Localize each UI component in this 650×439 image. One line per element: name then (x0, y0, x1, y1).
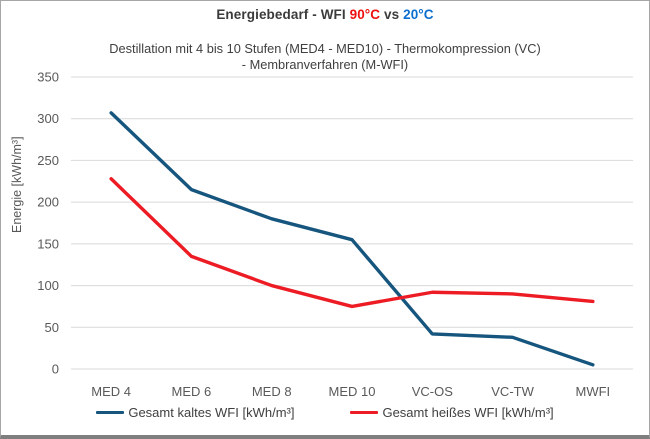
y-tick-label: 50 (45, 320, 59, 335)
x-tick-label: VC-OS (412, 384, 454, 399)
x-tick-label: MWFI (576, 384, 611, 399)
x-tick-label: VC-TW (491, 384, 534, 399)
y-tick-label: 350 (37, 70, 59, 85)
chart-title: Energiebedarf - WFI 90°C vs 20°C (1, 7, 649, 22)
legend-line-swatch-red (350, 410, 379, 415)
y-tick-label: 250 (37, 153, 59, 168)
series-line-kalt[interactable] (109, 111, 595, 367)
y-tick-label: 100 (37, 278, 59, 293)
y-tick-label: 150 (37, 236, 59, 251)
chart-subtitle-line1: Destillation mit 4 bis 10 Stufen (MED4 -… (109, 41, 541, 56)
y-tick-label: 0 (52, 362, 59, 377)
x-tick-label: MED 10 (329, 384, 376, 399)
chart-subtitle-line2: - Membranverfahren (M-WFI) (241, 57, 409, 72)
legend-line-swatch-blue (96, 410, 125, 415)
chart-title-vs: vs (380, 7, 404, 22)
y-tick-label: 200 (37, 195, 59, 210)
legend-label: Gesamt kaltes WFI [kWh/m³] (128, 405, 295, 420)
x-tick-label: MED 8 (252, 384, 292, 399)
chart-title-prefix: Energiebedarf - WFI (216, 7, 350, 22)
x-tick-label: MED 4 (91, 384, 131, 399)
series-line-heiss[interactable] (109, 177, 595, 309)
chart-title-hot-temp: 90°C (349, 7, 381, 22)
chart-title-cold-temp: 20°C (403, 7, 434, 22)
legend-label: Gesamt heißes WFI [kWh/m³] (382, 405, 554, 420)
x-tick-label: MED 6 (172, 384, 212, 399)
chart-legend: Gesamt kaltes WFI [kWh/m³] Gesamt heißes… (1, 405, 649, 420)
y-tick-label: 300 (37, 111, 59, 126)
legend-item-kaltes-wfi[interactable]: Gesamt kaltes WFI [kWh/m³] (96, 405, 294, 420)
chart-subtitle: Destillation mit 4 bis 10 Stufen (MED4 -… (1, 41, 649, 73)
legend-item-heisses-wfi[interactable]: Gesamt heißes WFI [kWh/m³] (350, 405, 554, 420)
